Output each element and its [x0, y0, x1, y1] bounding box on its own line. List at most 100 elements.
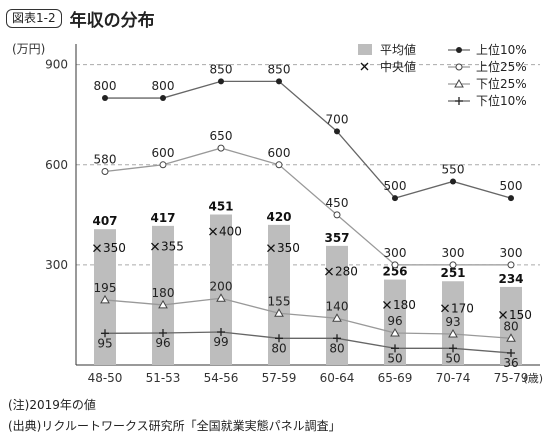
legend-label: 平均値: [380, 42, 416, 57]
median-marker: [209, 227, 217, 236]
median-label: 350: [277, 241, 300, 255]
median-label: 355: [161, 240, 184, 254]
series-marker: [506, 333, 516, 342]
series-marker: [274, 308, 284, 317]
median-marker: [151, 242, 159, 251]
x-tick-label: 48-50: [88, 371, 123, 385]
x-tick-label: 51-53: [146, 371, 181, 385]
median-marker: [267, 244, 275, 253]
series-marker: [275, 334, 283, 343]
series-marker: [101, 167, 109, 175]
x-tick-label: 60-64: [320, 371, 355, 385]
chart-title: 年収の分布: [69, 10, 155, 31]
median-marker: [441, 304, 449, 313]
data-label: 80: [329, 341, 344, 355]
data-label: 700: [326, 112, 349, 126]
series-line: [104, 147, 511, 266]
series-marker: [160, 95, 166, 102]
x-tick-label: 70-74: [436, 371, 471, 385]
data-label: 96: [155, 336, 170, 350]
data-label: 300: [500, 246, 523, 260]
series-marker: [391, 344, 399, 353]
median-label: 150: [509, 308, 532, 322]
series-marker: [218, 78, 224, 85]
legend-swatch-marker: [455, 97, 463, 105]
data-label: 500: [384, 179, 407, 193]
series-marker: [334, 128, 340, 135]
data-label: 550: [442, 162, 465, 176]
bar-value-label: 420: [266, 210, 291, 224]
series-marker: [391, 261, 399, 269]
bar-value-label: 251: [440, 266, 465, 280]
legend-swatch-marker: [454, 78, 464, 88]
series-marker: [332, 313, 342, 322]
data-label: 36: [503, 356, 518, 370]
data-label: 155: [268, 294, 291, 308]
title-row: 図表1-2 年収の分布: [6, 6, 155, 31]
series-line: [104, 331, 512, 354]
series-marker: [392, 195, 398, 202]
data-label: 50: [387, 351, 402, 365]
chart-area: (万円) 300 600 900 407 417 451 420 357 256 251 234 48-…: [12, 42, 543, 385]
median-marker: [499, 310, 507, 319]
bar-value-label: 234: [498, 272, 523, 286]
series-line: [104, 297, 512, 339]
data-label: 50: [445, 351, 460, 365]
series-marker: [159, 328, 167, 337]
legend-label: 下位10%: [476, 93, 527, 108]
bar: [326, 245, 348, 365]
series-marker: [507, 348, 515, 357]
figure-label: 図表1-2: [6, 8, 62, 28]
median-label: 400: [219, 225, 242, 239]
series-marker: [216, 293, 226, 302]
data-label: 96: [387, 314, 402, 328]
data-label: 650: [210, 129, 233, 143]
data-label: 850: [268, 62, 291, 76]
series-marker: [101, 329, 109, 338]
data-label: 800: [152, 79, 175, 93]
bar-value-label: 407: [92, 214, 117, 228]
data-label: 93: [445, 315, 460, 329]
series-marker: [217, 327, 225, 336]
note-text: (注)2019年の値: [8, 398, 96, 412]
bar: [210, 214, 232, 365]
data-label: 450: [326, 196, 349, 210]
median-marker: [93, 244, 101, 253]
y-tick-label: 300: [45, 258, 68, 272]
legend-label: 上位10%: [476, 42, 527, 57]
source-text: (出典)リクルートワークス研究所「全国就業実態パネル調査」: [8, 419, 341, 433]
data-label: 850: [210, 62, 233, 76]
data-label: 140: [326, 299, 349, 313]
series-marker: [508, 195, 514, 202]
legend-swatch-marker: [456, 47, 462, 53]
bar: [500, 286, 522, 365]
data-label: 580: [94, 152, 117, 166]
data-label: 500: [500, 179, 523, 193]
x-tick-label: 75-79: [494, 371, 529, 385]
median-label: 170: [451, 301, 474, 315]
bar: [152, 225, 174, 365]
median-label: 280: [335, 265, 358, 279]
data-label: 180: [152, 286, 175, 300]
median-marker: [383, 300, 391, 309]
data-label: 80: [503, 319, 518, 333]
x-tick-label: 54-56: [204, 371, 239, 385]
data-label: 800: [94, 79, 117, 93]
data-label: 95: [97, 336, 112, 350]
bar-value-label: 357: [324, 231, 349, 245]
y-tick-label: 600: [45, 158, 68, 172]
legend-label: 中央値: [380, 59, 416, 74]
series-marker: [102, 95, 108, 102]
series-marker: [159, 161, 167, 169]
data-label: 195: [94, 281, 117, 295]
series-marker: [390, 327, 400, 337]
data-label: 200: [210, 279, 233, 293]
median-marker: [325, 267, 333, 276]
bar-value-label: 256: [382, 265, 407, 279]
data-label: 600: [268, 146, 291, 160]
series-marker: [217, 144, 225, 152]
series-marker: [507, 261, 515, 269]
data-label: 80: [271, 341, 286, 355]
series-marker: [449, 344, 457, 353]
series-marker: [100, 294, 110, 304]
